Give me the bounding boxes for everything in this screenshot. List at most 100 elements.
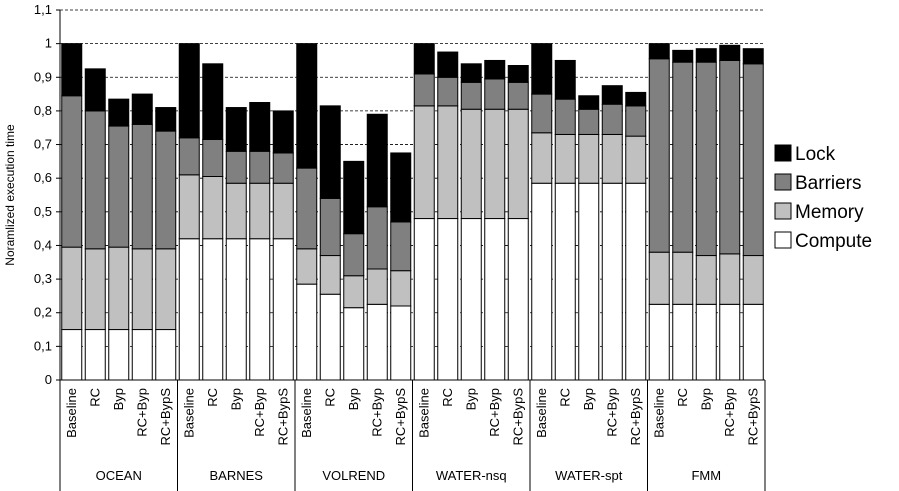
bar-segment-lock [296, 43, 318, 169]
bar-segment-lock [554, 59, 576, 100]
bar-segment-lock [460, 63, 482, 83]
bar-segment-barriers [672, 61, 694, 253]
legend: Lock Barriers Memory Compute [774, 144, 872, 252]
bar-segment-compute [296, 283, 318, 381]
bar-segment-barriers [202, 139, 224, 177]
bar-segment-compute [131, 329, 153, 381]
bar-segment-memory [719, 253, 741, 305]
bar-segment-compute [460, 218, 482, 381]
bar-segment-lock [319, 105, 341, 199]
bar-segment-memory [484, 108, 506, 220]
bar-segment-memory [437, 105, 459, 220]
y-tick-label: 0,2 [34, 305, 52, 320]
category-label: Baseline [651, 388, 666, 438]
y-tick-label: 0,6 [34, 170, 52, 185]
bar-segment-lock [225, 107, 247, 152]
bar-segment-compute [319, 293, 341, 381]
category-label: Baseline [416, 388, 431, 438]
legend-label-compute: Compute [795, 231, 872, 252]
bar-segment-compute [601, 182, 623, 381]
y-tick-label: 0,4 [34, 237, 52, 252]
bar-segment-compute [84, 329, 106, 381]
legend-swatch-barriers [774, 173, 792, 191]
bar-segment-memory [578, 133, 600, 184]
bar-segment-memory [601, 133, 623, 184]
bar-segment-compute [531, 182, 553, 381]
bar-segment-compute [249, 238, 271, 381]
bar-segment-barriers [695, 61, 717, 257]
bar-segment-lock [601, 85, 623, 105]
bar-segment-lock [742, 48, 764, 65]
category-label: RC+BypS [745, 388, 760, 446]
bar-segment-lock [625, 91, 647, 107]
bar-segment-barriers [507, 81, 529, 110]
y-tick-label: 1,1 [34, 2, 52, 17]
bar-segment-lock [390, 152, 412, 223]
axes [56, 9, 766, 491]
category-label: Baseline [534, 388, 549, 438]
category-label: RC [557, 388, 572, 407]
bar-segment-barriers [272, 152, 294, 184]
y-tick-label: 0,8 [34, 103, 52, 118]
category-label: Byp [698, 388, 713, 410]
bar-segment-memory [272, 182, 294, 240]
bar-segment-lock [648, 43, 670, 60]
bar-segment-compute [554, 182, 576, 381]
category-label: Byp [346, 388, 361, 410]
bar-segment-lock [578, 95, 600, 110]
group-label: WATER-spt [555, 468, 623, 483]
bar-segment-lock [178, 43, 200, 139]
bar-segment-barriers [249, 150, 271, 184]
bar-segment-memory [155, 248, 177, 331]
bar-segment-compute [437, 218, 459, 381]
bar-segment-barriers [225, 150, 247, 184]
category-label: Byp [111, 388, 126, 410]
bar-segment-compute [225, 238, 247, 381]
bar-segment-memory [460, 108, 482, 220]
y-tick-label: 1 [45, 36, 52, 51]
bar-segment-barriers [84, 110, 106, 250]
bar-segment-barriers [108, 125, 130, 248]
category-label: RC [675, 388, 690, 407]
bar-segment-compute [507, 218, 529, 381]
bar-segment-barriers [343, 233, 365, 277]
group-label: OCEAN [96, 468, 142, 483]
category-label: RC+Byp [134, 388, 149, 437]
bar-segment-barriers [742, 63, 764, 257]
bar-segment-barriers [625, 105, 647, 137]
bar-segment-compute [672, 303, 694, 381]
y-axis-label: Noramlized execution time [3, 124, 17, 266]
bar-segment-compute [742, 303, 764, 381]
bar-segment-barriers [601, 103, 623, 135]
bar-segment-lock [249, 102, 271, 152]
bar-segment-lock [108, 98, 130, 127]
category-label: RC+Byp [722, 388, 737, 437]
bar-segment-barriers [178, 137, 200, 176]
bar-segment-lock [695, 48, 717, 63]
category-label: RC+BypS [510, 388, 525, 446]
bar-segment-compute [695, 303, 717, 381]
bar-segment-compute [578, 182, 600, 381]
bar-segment-memory [390, 270, 412, 307]
bar-segment-barriers [719, 59, 741, 255]
bar-segment-lock [155, 107, 177, 132]
bar-segment-memory [202, 176, 224, 240]
bar-segment-lock [719, 44, 741, 61]
bar-segment-memory [507, 108, 529, 220]
bar-segment-barriers [390, 221, 412, 272]
legend-label-memory: Memory [795, 202, 864, 223]
bar-segment-memory [625, 135, 647, 184]
legend-swatch-compute [774, 231, 792, 249]
category-label: Baseline [64, 388, 79, 438]
category-label: RC+BypS [628, 388, 643, 446]
bar-segment-memory [225, 182, 247, 240]
bar-segment-lock [343, 160, 365, 235]
bar-segment-lock [437, 51, 459, 78]
y-tick-label: 0,1 [34, 338, 52, 353]
bar-segment-barriers [531, 93, 553, 134]
bar-segment-memory [648, 251, 670, 305]
category-label: Byp [463, 388, 478, 410]
category-label: RC+Byp [487, 388, 502, 437]
legend-swatch-memory [774, 202, 792, 220]
